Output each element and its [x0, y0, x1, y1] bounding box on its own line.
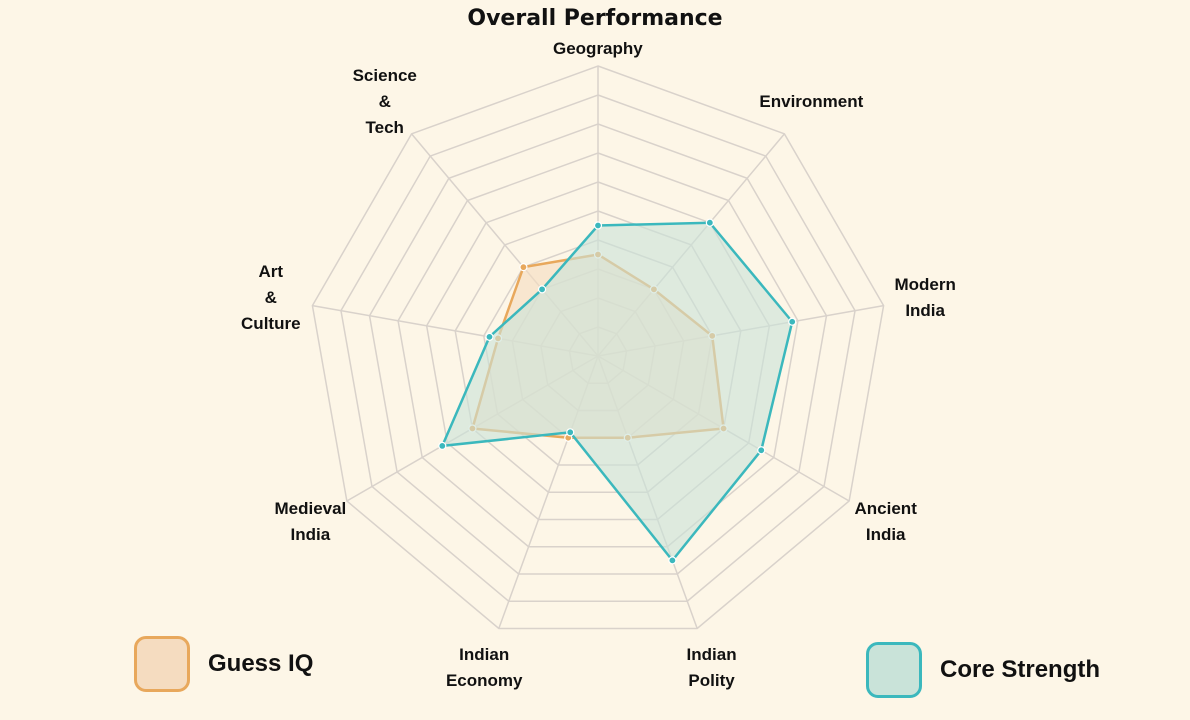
data-point	[788, 317, 797, 326]
grid-ring	[340, 94, 856, 603]
chart-title: Overall Performance	[467, 6, 723, 31]
series-core-strength	[438, 218, 797, 565]
data-point	[593, 221, 603, 230]
axis-label: Indian Economy	[445, 644, 523, 690]
axis-label: Geography	[553, 39, 643, 58]
legend-swatch-guess-iq	[134, 636, 190, 692]
series-area	[440, 221, 794, 563]
grid-ring	[397, 152, 799, 548]
data-point	[519, 263, 528, 272]
axis-label: Medieval India	[274, 499, 347, 544]
data-point	[566, 428, 575, 437]
legend-label-core-strength: Core Strength	[940, 656, 1101, 683]
legend-label-guess-iq: Guess IQ	[208, 650, 314, 677]
data-point	[438, 441, 447, 450]
legend-guess-iq: Guess IQ	[134, 636, 313, 692]
data-point	[757, 446, 766, 455]
axis-label: Art & Culture	[241, 262, 301, 334]
data-point	[537, 285, 547, 294]
axis-label: Environment	[759, 91, 864, 111]
grid-ring	[311, 65, 885, 630]
data-point	[705, 218, 714, 227]
legend-core-strength: Core Strength	[866, 642, 1100, 698]
axis-label: Modern India	[894, 275, 956, 321]
grid-ring	[368, 123, 828, 575]
axis-label: Ancient India	[854, 499, 917, 544]
data-point	[485, 332, 494, 341]
data-point	[668, 556, 677, 565]
axis-label: Indian Polity	[686, 644, 737, 690]
legend-swatch-core-strength	[866, 642, 922, 698]
axis-label: Science & Tech	[352, 65, 417, 137]
